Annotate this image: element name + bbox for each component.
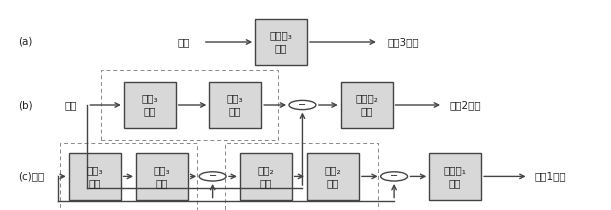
- Bar: [60, 143, 197, 210]
- Bar: [255, 19, 307, 65]
- Bar: [429, 153, 481, 199]
- Text: 用户₂
解调: 用户₂ 解调: [257, 165, 274, 188]
- Circle shape: [199, 172, 226, 181]
- Text: 用户₃
解调: 用户₃ 解调: [86, 165, 103, 188]
- Text: (c)信号: (c)信号: [18, 171, 45, 181]
- Circle shape: [289, 100, 316, 110]
- Text: 解用户₃
信号: 解用户₃ 信号: [269, 30, 293, 54]
- Bar: [68, 153, 121, 199]
- Text: −: −: [208, 171, 217, 181]
- Text: 用户2信号: 用户2信号: [449, 100, 481, 110]
- Bar: [307, 153, 359, 199]
- Text: (a): (a): [18, 37, 33, 47]
- Bar: [225, 143, 378, 210]
- Text: 用户1信号: 用户1信号: [535, 171, 566, 181]
- Text: 解用户₂
信号: 解用户₂ 信号: [355, 93, 378, 117]
- Text: −: −: [390, 171, 398, 181]
- Bar: [240, 153, 292, 199]
- Text: 用户₃
解调: 用户₃ 解调: [141, 93, 158, 117]
- Text: (b): (b): [18, 100, 33, 110]
- Text: 信号: 信号: [64, 100, 76, 110]
- Text: 用户₃
调制: 用户₃ 调制: [153, 165, 170, 188]
- Text: 用户₂
调制: 用户₂ 调制: [324, 165, 342, 188]
- Text: 解用户₁
信号: 解用户₁ 信号: [444, 165, 467, 188]
- Bar: [101, 70, 278, 140]
- Text: 用户3信号: 用户3信号: [388, 37, 420, 47]
- Circle shape: [381, 172, 408, 181]
- Bar: [136, 153, 188, 199]
- Text: 信号: 信号: [177, 37, 189, 47]
- Text: −: −: [298, 100, 307, 110]
- Bar: [341, 82, 393, 128]
- Text: 用户₃
调制: 用户₃ 调制: [227, 93, 244, 117]
- Bar: [209, 82, 262, 128]
- Bar: [123, 82, 176, 128]
